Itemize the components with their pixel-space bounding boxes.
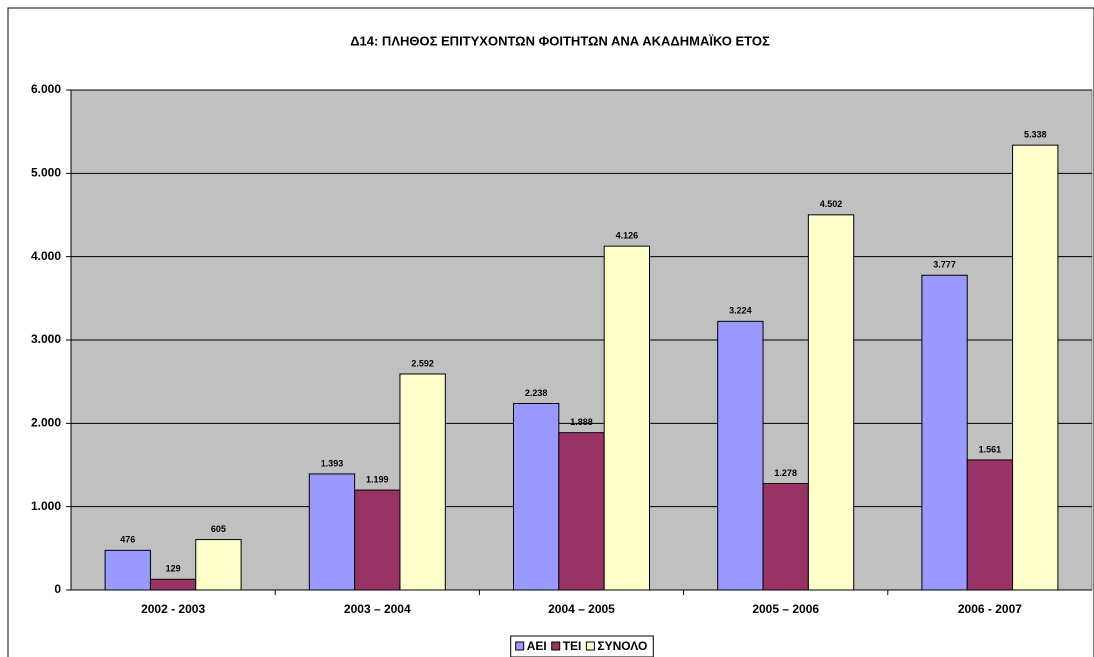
bar (149, 578, 197, 591)
legend-label: ΑΕΙ (527, 639, 547, 653)
bar (308, 473, 356, 591)
bar (354, 489, 401, 591)
y-tick-label: 2.000 (31, 416, 61, 430)
x-tick-label: 2005 – 2006 (752, 602, 819, 616)
y-tick-label: 6.000 (31, 82, 61, 96)
bar (513, 403, 560, 591)
value-label: 605 (211, 524, 226, 534)
y-tick-label: 3.000 (31, 332, 61, 346)
value-label: 3.224 (729, 306, 752, 316)
bar (195, 539, 242, 591)
value-label: 1.393 (321, 458, 344, 468)
value-label: 3.777 (933, 260, 956, 270)
value-label: 1.561 (979, 444, 1002, 454)
value-label: 4.126 (616, 231, 639, 241)
bar (1012, 144, 1059, 591)
x-tick-label: 2004 – 2005 (548, 602, 615, 616)
bar (762, 483, 809, 591)
value-label: 5.338 (1024, 130, 1047, 140)
bar (807, 214, 855, 591)
y-tick-label: 0 (54, 582, 61, 596)
value-label: 4.502 (820, 199, 843, 209)
x-tick-label: 2006 - 2007 (958, 602, 1022, 616)
legend-swatch (551, 641, 561, 651)
value-label: 1.888 (570, 417, 593, 427)
chart-title: Δ14: ΠΛΗΘΟΣ ΕΠΙΤΥΧΟΝΤΩΝ ΦΟΙΤΗΤΩΝ ΑΝΑ ΑΚΑ… (350, 33, 770, 48)
legend-box (510, 635, 654, 657)
value-label: 129 (166, 564, 181, 574)
bar (399, 373, 446, 591)
bar (717, 320, 764, 591)
bar (966, 459, 1014, 591)
y-tick-label: 5.000 (31, 166, 61, 180)
value-label: 1.278 (774, 468, 797, 478)
y-tick-label: 1.000 (31, 499, 61, 513)
legend-label: ΣΥΝΟΛΟ (597, 639, 647, 653)
x-tick-label: 2003 – 2004 (344, 602, 411, 616)
legend-swatch (585, 641, 595, 651)
legend-swatch (515, 641, 525, 651)
bar (558, 432, 605, 591)
x-tick-label: 2002 - 2003 (141, 602, 205, 616)
value-label: 2.592 (411, 358, 434, 368)
value-label: 476 (120, 535, 135, 545)
value-label: 2.238 (525, 388, 548, 398)
y-tick-label: 4.000 (31, 249, 61, 263)
bar (104, 549, 151, 591)
value-label: 1.199 (366, 474, 389, 484)
bar (921, 274, 968, 591)
legend-label: ΤΕΙ (563, 639, 582, 653)
bar (603, 245, 650, 591)
